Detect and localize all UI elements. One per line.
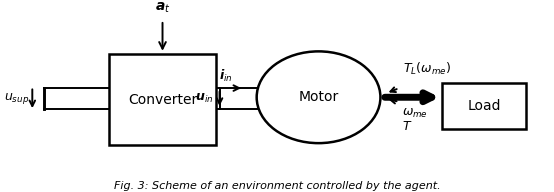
Text: Load: Load [467,99,501,113]
Bar [442,83,526,129]
Text: $\boldsymbol{u}_{in}$: $\boldsymbol{u}_{in}$ [194,92,213,105]
Text: Fig. 3: Scheme of an environment controlled by the agent.: Fig. 3: Scheme of an environment control… [114,181,440,191]
Text: $T$: $T$ [402,120,412,133]
Text: Motor: Motor [299,90,338,104]
Text: Converter: Converter [128,93,197,107]
Text: $\boldsymbol{i}_{in}$: $\boldsymbol{i}_{in}$ [219,68,233,84]
Text: $T_L(\omega_{me})$: $T_L(\omega_{me})$ [403,61,452,77]
Ellipse shape [257,51,381,143]
Bar [109,54,216,146]
Text: $u_{sup}$: $u_{sup}$ [4,91,29,106]
Text: $\omega_{me}$: $\omega_{me}$ [402,106,428,120]
Text: $\boldsymbol{a}_t$: $\boldsymbol{a}_t$ [155,1,170,15]
